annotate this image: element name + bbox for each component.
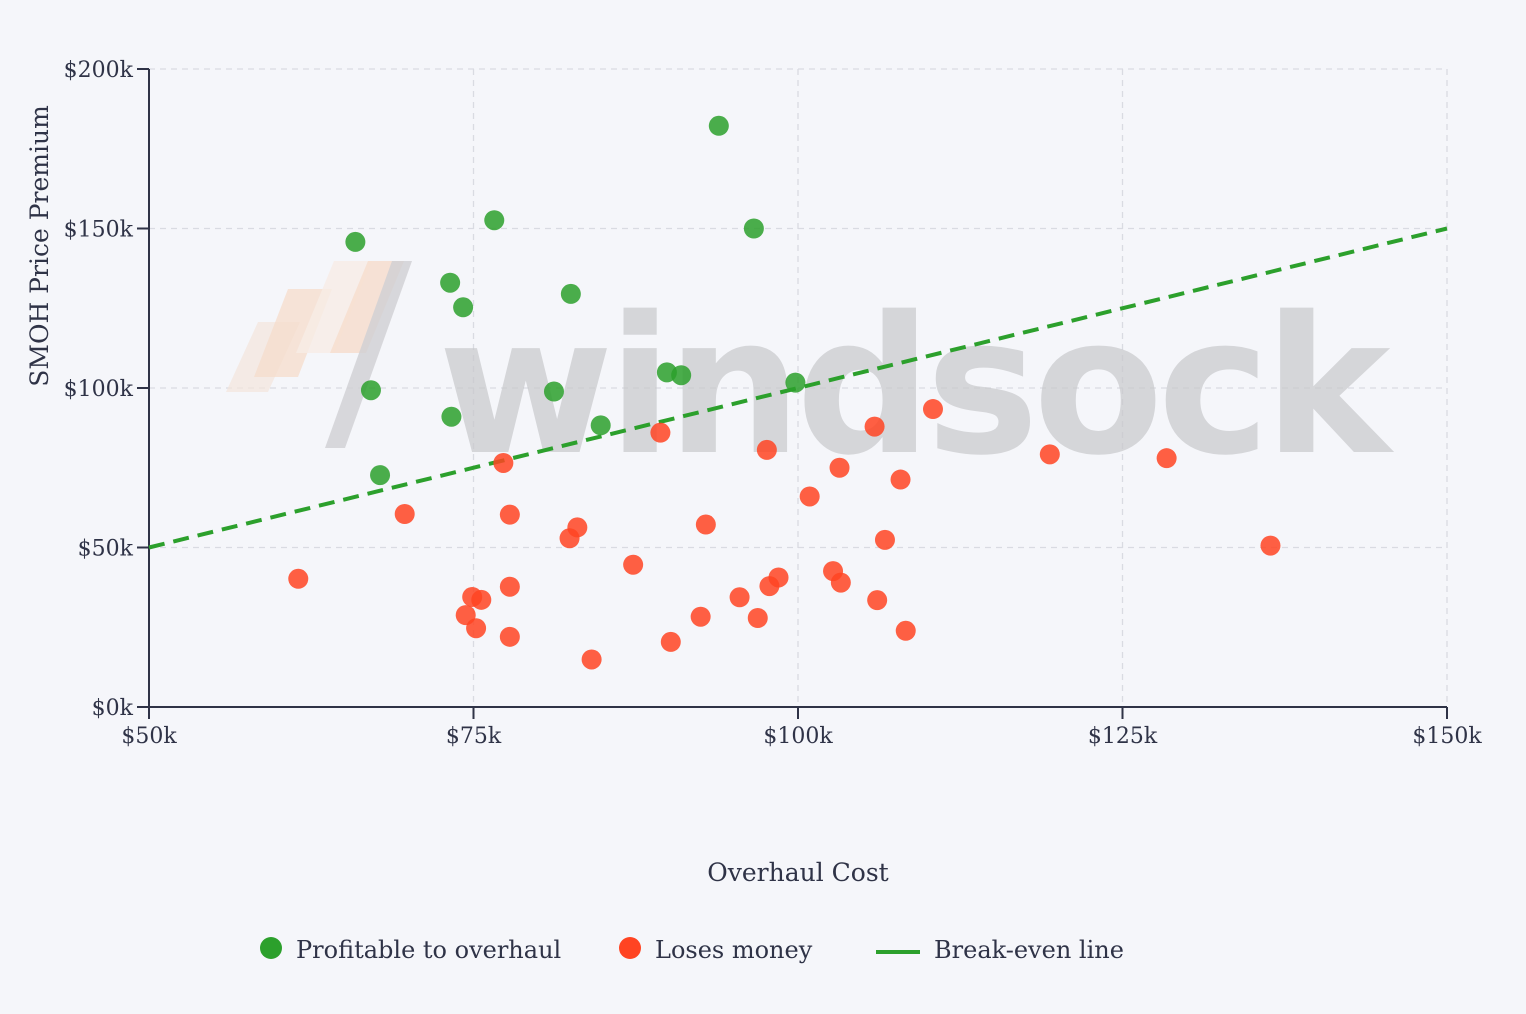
point-loses-money[interactable] — [581, 649, 602, 670]
point-loses-money[interactable] — [471, 589, 492, 610]
point-profitable[interactable] — [440, 272, 461, 293]
x-tick-label: $100k — [763, 724, 833, 749]
point-loses-money[interactable] — [650, 422, 671, 443]
point-loses-money[interactable] — [799, 486, 820, 507]
point-loses-money[interactable] — [499, 626, 520, 647]
point-profitable[interactable] — [345, 231, 366, 252]
series-profitable — [345, 115, 806, 486]
x-tick-label: $75k — [446, 724, 502, 749]
point-loses-money[interactable] — [623, 554, 644, 575]
point-profitable[interactable] — [590, 415, 611, 436]
point-loses-money[interactable] — [829, 457, 850, 478]
x-tick-label: $125k — [1088, 724, 1158, 749]
point-loses-money[interactable] — [890, 469, 911, 490]
point-profitable[interactable] — [743, 218, 764, 239]
axes: $0k $50k $100k $150k $200k $50k $75k $100k $125k… — [64, 58, 1483, 749]
point-loses-money[interactable] — [864, 416, 885, 437]
point-loses-money[interactable] — [394, 504, 415, 525]
point-loses-money[interactable] — [1156, 448, 1177, 469]
data-points — [288, 115, 1281, 670]
point-profitable[interactable] — [360, 380, 381, 401]
point-loses-money[interactable] — [660, 631, 681, 652]
y-tick-label: $100k — [64, 377, 134, 402]
legend: Profitable to overhaul Loses money Break… — [260, 936, 1124, 964]
point-profitable[interactable] — [708, 115, 729, 136]
legend-label-break-even: Break-even line — [934, 936, 1124, 964]
point-loses-money[interactable] — [567, 517, 588, 538]
watermark-text: windsock — [438, 276, 1394, 497]
point-profitable[interactable] — [453, 297, 474, 318]
point-profitable[interactable] — [671, 365, 692, 386]
x-tick-label: $150k — [1412, 724, 1482, 749]
point-loses-money[interactable] — [466, 618, 487, 639]
point-profitable[interactable] — [785, 372, 806, 393]
point-loses-money[interactable] — [768, 567, 789, 588]
point-profitable[interactable] — [441, 406, 462, 427]
point-loses-money[interactable] — [874, 529, 895, 550]
point-loses-money[interactable] — [690, 606, 711, 627]
point-loses-money[interactable] — [729, 587, 750, 608]
y-tick-label: $150k — [64, 218, 134, 243]
point-profitable[interactable] — [543, 381, 564, 402]
legend-item-loses-money[interactable]: Loses money — [619, 936, 813, 964]
point-loses-money[interactable] — [895, 620, 916, 641]
point-loses-money[interactable] — [756, 439, 777, 460]
legend-label-loses-money: Loses money — [655, 936, 813, 964]
point-profitable[interactable] — [370, 465, 391, 486]
point-loses-money[interactable] — [867, 590, 888, 611]
series-loses-money — [288, 399, 1281, 670]
y-tick-label: $0k — [92, 696, 134, 721]
legend-item-profitable[interactable]: Profitable to overhaul — [260, 936, 561, 964]
point-profitable[interactable] — [484, 210, 505, 231]
y-tick-label: $200k — [64, 58, 134, 83]
point-loses-money[interactable] — [830, 572, 851, 593]
point-loses-money[interactable] — [288, 568, 309, 589]
point-loses-money[interactable] — [747, 607, 768, 628]
legend-marker-loses-money — [619, 937, 641, 959]
y-tick-label: $50k — [78, 537, 134, 562]
x-tick-label: $50k — [121, 724, 177, 749]
point-loses-money[interactable] — [695, 514, 716, 535]
x-axis-title: Overhaul Cost — [707, 858, 888, 887]
break-even-line — [148, 226, 1448, 550]
legend-marker-profitable — [260, 937, 282, 959]
y-axis-title: SMOH Price Premium — [25, 105, 54, 387]
point-loses-money[interactable] — [499, 504, 520, 525]
legend-item-break-even[interactable]: Break-even line — [876, 936, 1124, 964]
windsock-flag-icon — [226, 261, 412, 448]
point-profitable[interactable] — [560, 283, 581, 304]
point-loses-money[interactable] — [1039, 444, 1060, 465]
point-loses-money[interactable] — [922, 399, 943, 420]
windsock-watermark: windsock — [226, 261, 1400, 497]
break-even-series-line — [148, 226, 1448, 550]
legend-label-profitable: Profitable to overhaul — [296, 936, 561, 964]
point-loses-money[interactable] — [1260, 535, 1281, 556]
point-loses-money[interactable] — [493, 452, 514, 473]
point-loses-money[interactable] — [499, 576, 520, 597]
